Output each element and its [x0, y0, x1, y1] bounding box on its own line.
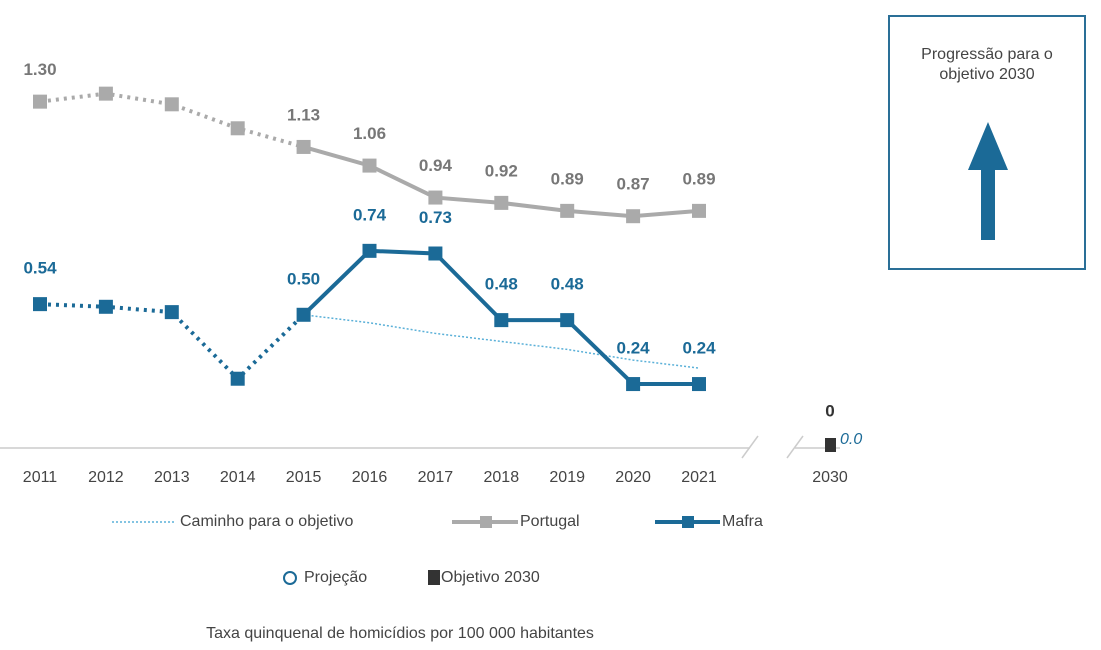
axis-break — [786, 435, 804, 459]
point — [33, 94, 47, 109]
value-label: 0.73 — [419, 208, 452, 227]
point — [626, 209, 641, 224]
point — [230, 121, 245, 136]
point — [98, 86, 113, 101]
x-tick-label: 2019 — [549, 469, 585, 486]
value-label: 0.24 — [682, 339, 716, 358]
legend-label: Objetivo 2030 — [441, 569, 540, 586]
box-text: Progressão para o objetivo 2030 — [921, 46, 1053, 83]
legend-swatch — [480, 516, 492, 528]
legend-label: Portugal — [520, 513, 580, 530]
value-label: 0.48 — [485, 275, 518, 294]
value-label: 0.50 — [287, 269, 320, 288]
x-tick-label: 2015 — [286, 469, 322, 486]
point — [164, 97, 179, 112]
value-label: 1.30 — [23, 60, 56, 79]
legend-label: Projeção — [304, 569, 367, 586]
point — [692, 203, 706, 218]
point — [428, 190, 443, 205]
x-tick-label: 2013 — [154, 469, 190, 486]
x-tick-label: 2011 — [23, 469, 58, 486]
legend-swatch — [428, 570, 440, 585]
legend-swatch — [283, 571, 297, 585]
x-tick-label: 2020 — [615, 469, 651, 486]
point — [296, 139, 311, 154]
value-label: 0.94 — [419, 156, 453, 175]
value-label: 0.48 — [551, 275, 584, 294]
legend-label: Caminho para o objetivo — [180, 513, 354, 530]
x-tick-label: 2018 — [484, 469, 520, 486]
point — [33, 297, 47, 312]
point — [428, 246, 443, 261]
point — [560, 313, 575, 328]
point — [494, 195, 509, 210]
point — [98, 299, 113, 314]
point — [362, 158, 377, 173]
value-label: 1.13 — [287, 105, 320, 124]
objective-marker — [825, 438, 836, 452]
point — [230, 371, 245, 386]
value-label: 0.89 — [682, 169, 715, 188]
value-label: 0.92 — [485, 161, 518, 180]
dotted-line — [39, 302, 305, 382]
point — [362, 243, 377, 258]
objective-label: 0 — [825, 401, 834, 420]
value-label: 0.89 — [551, 169, 584, 188]
x-tick-label: 2021 — [681, 469, 717, 486]
point — [560, 203, 575, 218]
point — [626, 377, 641, 392]
path-line — [303, 314, 700, 369]
projection-label: 0.0 — [840, 431, 862, 448]
value-label: 0.87 — [617, 175, 650, 194]
caption: Taxa quinquenal de homicídios por 100 00… — [206, 625, 594, 642]
x-tick-label: 2017 — [418, 469, 454, 486]
legend-label: Mafra — [722, 513, 763, 530]
x-tick-label: 2014 — [220, 469, 256, 486]
x-tick-label: 2016 — [352, 469, 388, 486]
progress-box: Progressão para o objetivo 2030 — [888, 15, 1086, 270]
value-label: 0.54 — [23, 259, 57, 278]
value-label: 0.24 — [617, 339, 651, 358]
arrow-up — [968, 122, 1008, 240]
point — [692, 377, 706, 392]
dotted-line — [39, 91, 305, 149]
x-tick-label: 2012 — [88, 469, 124, 486]
point — [164, 305, 179, 320]
axis-break — [741, 435, 759, 459]
legend-swatch — [682, 516, 694, 528]
x-tick-label: 2030 — [812, 469, 848, 486]
value-label: 0.74 — [353, 205, 387, 224]
point — [494, 313, 509, 328]
point — [296, 307, 311, 322]
value-label: 1.06 — [353, 124, 386, 143]
